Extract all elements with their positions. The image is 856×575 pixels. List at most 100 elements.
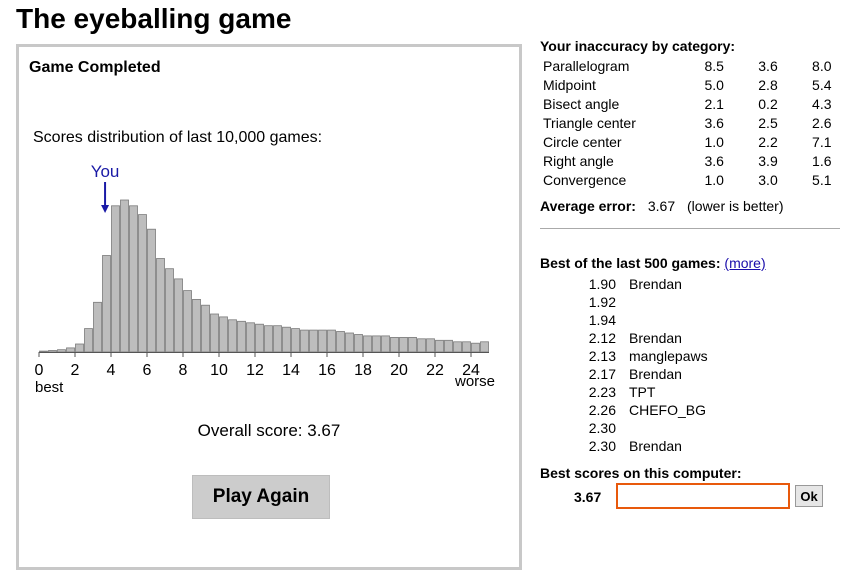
histogram-bar [354, 334, 363, 353]
category-value: 8.0 [812, 58, 832, 74]
histogram-bar [264, 325, 273, 353]
category-value: 3.6 [704, 153, 724, 169]
leaderboard-name: Brendan [629, 438, 682, 454]
histogram-bar [156, 258, 165, 353]
inaccuracy-row: Right angle 3.6 3.9 1.6 [540, 152, 842, 171]
play-again-button[interactable]: Play Again [192, 475, 330, 519]
leaderboard-score: 2.17 [588, 366, 616, 382]
histogram-bar [453, 341, 462, 353]
category-value: 7.1 [812, 134, 832, 150]
category-value: 5.0 [704, 77, 724, 93]
histogram-bar [138, 214, 147, 353]
histogram-bar [309, 329, 318, 353]
x-tick-label: 8 [179, 362, 188, 379]
local-scores-heading: Best scores on this computer: [540, 465, 742, 481]
average-error-value: 3.67 [647, 198, 676, 214]
histogram-bar [282, 326, 291, 353]
category-value: 2.1 [704, 96, 724, 112]
x-tick-label: 16 [318, 362, 336, 379]
category-value: 1.0 [704, 172, 724, 188]
histogram-bar [102, 255, 111, 353]
histogram-bar [246, 322, 255, 353]
category-value: 0.2 [758, 96, 778, 112]
x-tick-label: 2 [71, 362, 80, 379]
histogram-bar [210, 313, 219, 353]
overall-score-value: 3.67 [307, 421, 341, 440]
category-value: 8.5 [704, 58, 724, 74]
histogram-bar [120, 199, 129, 353]
category-value: 5.4 [812, 77, 832, 93]
more-link[interactable]: (more) [724, 255, 766, 271]
leaderboard-name: Brendan [629, 366, 682, 382]
histogram-bar [444, 339, 453, 353]
overall-score-label: Overall score: [197, 421, 303, 440]
leaderboard-score: 1.92 [588, 294, 616, 310]
histogram-bar [399, 336, 408, 353]
leaderboard-row: 2.17 Brendan [540, 365, 708, 383]
category-name: Circle center [543, 134, 622, 150]
leaderboard-row: 1.92 [540, 293, 708, 311]
inaccuracy-row: Circle center 1.0 2.2 7.1 [540, 133, 842, 152]
histogram-bar [471, 342, 480, 353]
category-value: 2.5 [758, 115, 778, 131]
histogram-bar [201, 304, 210, 353]
x-tick-label: 10 [210, 362, 228, 379]
category-value: 3.6 [704, 115, 724, 131]
category-value: 3.9 [758, 153, 778, 169]
histogram-bar [192, 298, 201, 353]
x-tick-label: 12 [246, 362, 264, 379]
leaderboard-row: 2.23 TPT [540, 383, 708, 401]
histogram-bar [129, 205, 138, 353]
category-name: Midpoint [543, 77, 596, 93]
leaderboard-score: 2.30 [588, 438, 616, 454]
category-name: Parallelogram [543, 58, 630, 74]
histogram-bar [255, 323, 264, 353]
histogram-bar [327, 329, 336, 353]
histogram-bar [363, 335, 372, 353]
average-error-note: (lower is better) [687, 198, 784, 214]
category-value: 1.6 [812, 153, 832, 169]
leaderboard-score: 1.94 [588, 312, 616, 328]
leaderboard-row: 2.30 [540, 419, 708, 437]
histogram-bar [93, 301, 102, 353]
histogram-bar [408, 336, 417, 353]
best-label: best [35, 379, 64, 396]
histogram-bar [462, 341, 471, 353]
inaccuracy-heading: Your inaccuracy by category: [540, 38, 736, 54]
category-value: 3.0 [758, 172, 778, 188]
histogram-bar [66, 347, 75, 353]
histogram-bar [183, 290, 192, 353]
page-title: The eyeballing game [16, 3, 292, 34]
you-marker-arrow-icon [101, 205, 110, 213]
leaderboard-heading: Best of the last 500 games: (more) [540, 255, 842, 271]
leaderboard-name: CHEFO_BG [629, 402, 707, 418]
leaderboard-score: 2.23 [588, 384, 616, 400]
x-tick-label: 24 [462, 362, 480, 379]
leaderboard-name: Brendan [629, 276, 682, 292]
x-tick-label: 18 [354, 362, 372, 379]
leaderboard-score: 2.30 [588, 420, 616, 436]
histogram-bar [75, 343, 84, 353]
histogram-bar [372, 335, 381, 353]
divider [540, 228, 840, 229]
histogram-bar [57, 349, 66, 353]
leaderboard-name: TPT [629, 384, 656, 400]
histogram-bar [426, 338, 435, 353]
leaderboard-table: 1.90 Brendan 1.92 1.94 2.12 Brendan 2.13 mangle… [540, 275, 708, 455]
category-value: 2.8 [758, 77, 778, 93]
histogram-bar [48, 350, 57, 353]
inaccuracy-row: Convergence 1.0 3.0 5.1 [540, 171, 842, 190]
category-value: 3.6 [758, 58, 778, 74]
name-input[interactable] [616, 483, 790, 509]
histogram-bar [318, 329, 327, 353]
leaderboard-name [616, 311, 708, 329]
inaccuracy-row: Midpoint 5.0 2.8 5.4 [540, 76, 842, 95]
ok-button[interactable]: Ok [795, 485, 823, 507]
histogram-bar [111, 205, 120, 353]
inaccuracy-row: Parallelogram 8.5 3.6 8.0 [540, 57, 842, 76]
inaccuracy-row: Triangle center 3.6 2.5 2.6 [540, 114, 842, 133]
histogram-bar [291, 328, 300, 353]
leaderboard-name [616, 419, 708, 437]
category-value: 1.0 [704, 134, 724, 150]
